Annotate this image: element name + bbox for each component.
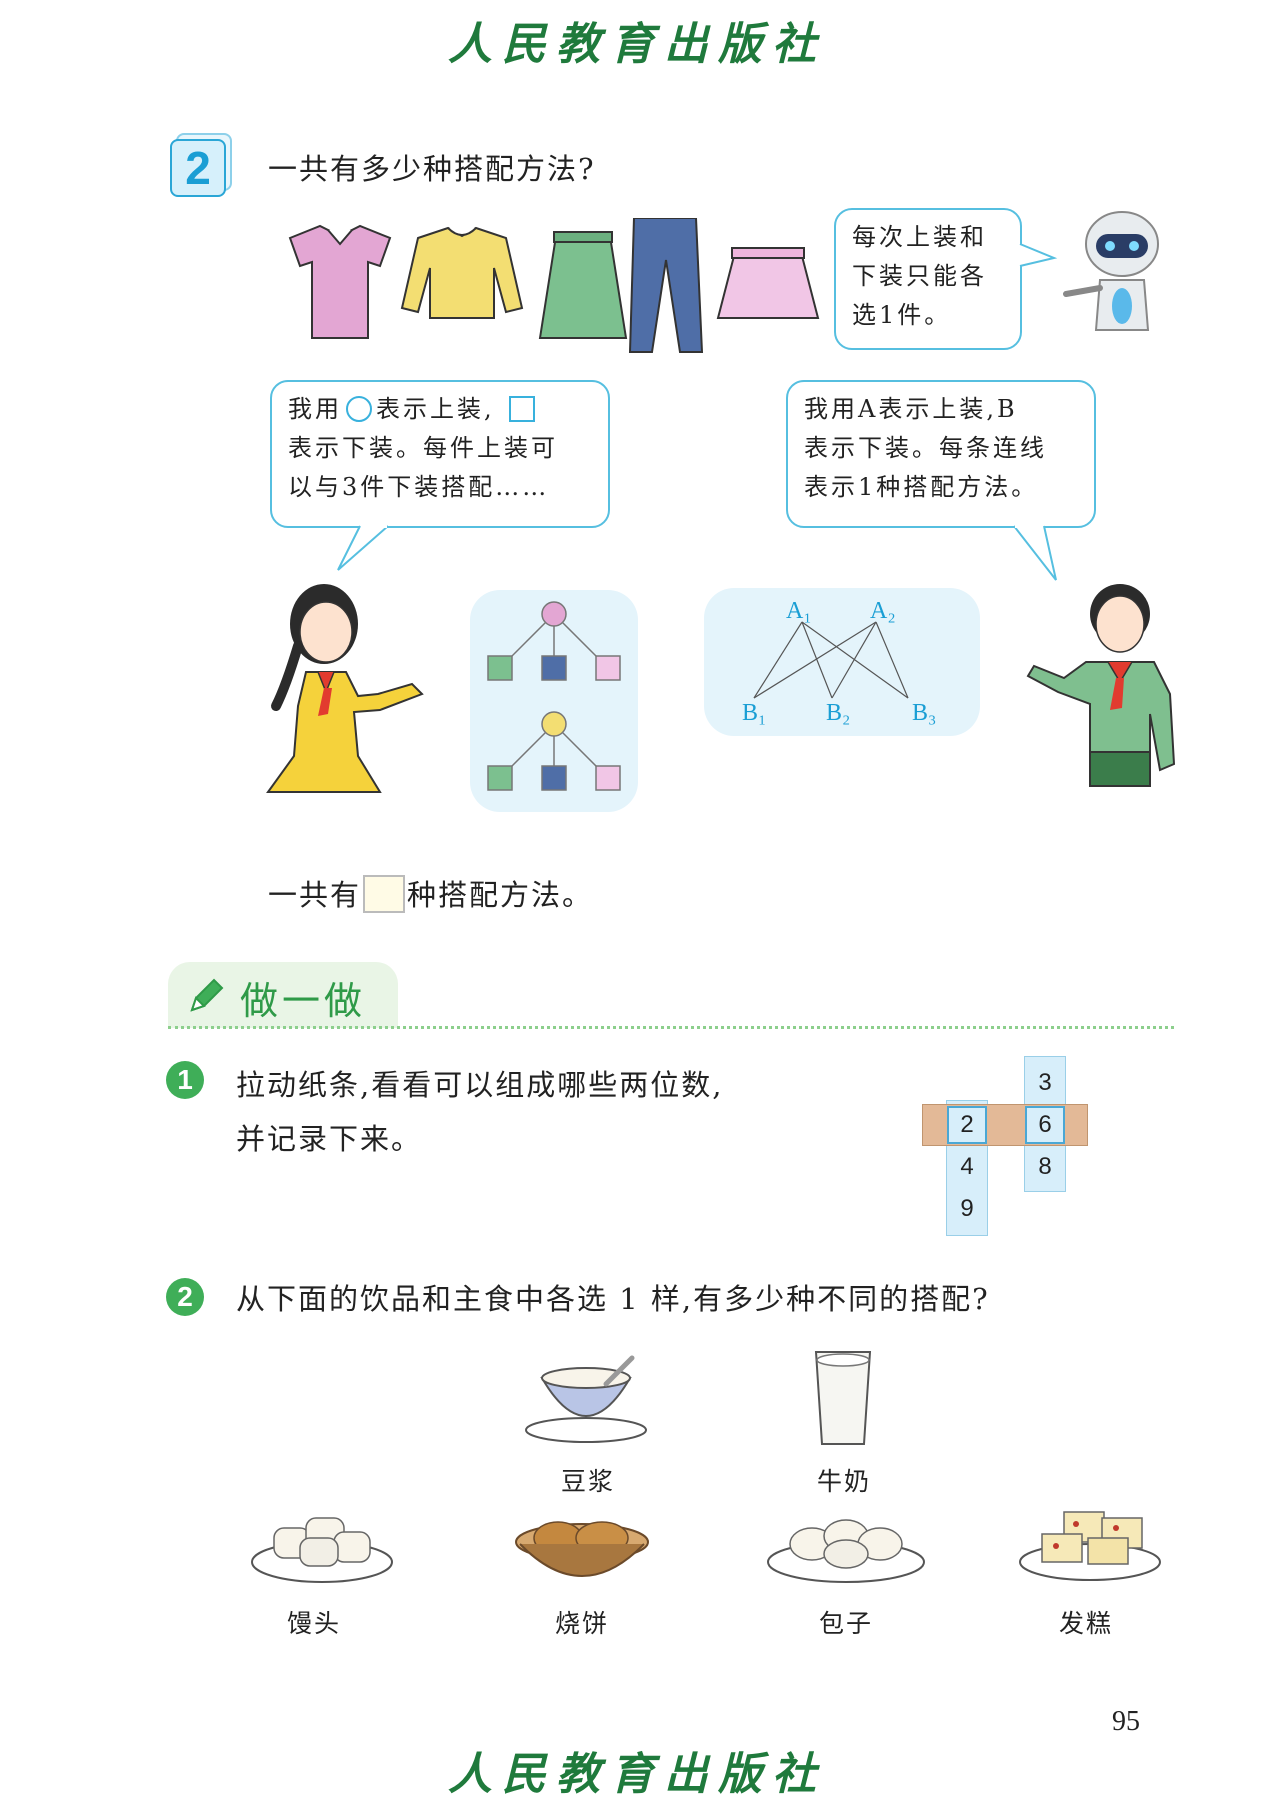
example-number: 2 [170,139,226,197]
label-a2: A₂ [870,598,896,624]
girl-speech-bubble: 我用 表示上装, 表示下装。每件上装可 以与3件下装搭配…… [270,380,610,528]
right-window [1025,1106,1065,1144]
example-number-badge: 2 [170,133,232,197]
example-question: 一共有多少种搭配方法? [268,152,596,186]
pink-miniskirt-icon [716,247,820,319]
right-strip-digit: 3 [1038,1069,1052,1096]
exercise-1-badge: 1 [166,1061,204,1099]
right-strip-digit: 6 [1038,1111,1052,1138]
milk-glass-icon [814,1351,872,1445]
boy-bubble-line: 表示下装。每条连线 [804,434,1047,462]
mantou-plate-icon [251,1517,393,1583]
blue-trousers-icon [628,218,704,353]
exercise-2-badge: 2 [166,1278,204,1316]
pink-skirt-node [595,765,621,791]
left-strip-digit: 4 [960,1153,974,1180]
robot-bubble-tail [1019,243,1058,267]
drink-label: 牛奶 [816,1467,871,1496]
drink-label: 豆浆 [560,1467,615,1496]
robot-bubble-line: 下装只能各 [852,262,987,290]
right-strip-digit: 8 [1038,1153,1052,1180]
girl-bubble-text: 表示上装, [376,395,495,423]
fagao-plate-icon [1019,1511,1161,1581]
label-b1: B₁ [742,700,767,726]
exercise-1-line: 拉动纸条,看看可以组成哪些两位数, [236,1068,724,1102]
girl-bubble-text: 以与3件下装搭配…… [288,473,550,501]
boy-bubble-line: 我用A表示上装,B [804,395,1018,423]
left-window [947,1106,987,1144]
answer-prefix: 一共有 [268,878,362,912]
publisher-logo-bottom: 人民教育出版社 [448,1749,826,1800]
square-symbol-icon [509,396,536,422]
robot-icon [1063,211,1159,331]
girl-bubble-text: 表示下装。每件上装可 [288,434,558,462]
left-strip-digit: 9 [960,1195,974,1222]
green-skirt-node [487,765,513,791]
left-strip-digit: 2 [960,1111,974,1138]
yellow-sweater-node [541,711,567,737]
food-label: 馒头 [286,1609,341,1638]
pink-shirt-node [541,601,567,627]
green-skirt-icon [538,231,628,339]
girl-bubble-text: 我用 [288,395,342,423]
pencil-icon [190,978,224,1012]
soy-milk-bowl-icon [525,1355,647,1443]
answer-box[interactable] [363,875,406,913]
shaobing-basket-icon [515,1521,649,1577]
green-skirt-node [487,655,513,681]
girl-bubble-tail [337,524,389,571]
boy-illustration [1026,584,1176,787]
exercise-1-text: 拉动纸条,看看可以组成哪些两位数, 并记录下来。 [236,1058,723,1166]
blue-trousers-node [541,655,567,681]
letter-diagram-panel [704,588,980,736]
shape-tree-diagram [487,601,621,791]
boy-bubble-tail [1013,524,1057,581]
exercise-2-text: 从下面的饮品和主食中各选 1 样,有多少种不同的搭配? [236,1282,990,1316]
publisher-logo-top: 人民教育出版社 [448,19,826,70]
section-title: 做一做 [240,979,367,1023]
yellow-sweater-icon [400,226,524,319]
blue-trousers-node [541,765,567,791]
exercise-1-line: 并记录下来。 [236,1122,423,1156]
answer-suffix: 种搭配方法。 [407,878,594,912]
clothes-illustration [288,218,820,353]
food-label: 包子 [818,1609,873,1638]
robot-speech-bubble: 每次上装和 下装只能各 选1件。 [834,208,1022,350]
label-b2: B₂ [826,700,851,726]
boy-speech-bubble: 我用A表示上装,B 表示下装。每条连线 表示1种搭配方法。 [786,380,1096,528]
food-label: 发糕 [1058,1609,1113,1638]
letter-connection-lines [753,621,909,699]
robot-bubble-line: 选1件。 [852,301,952,329]
label-a1: A₁ [786,598,812,624]
section-divider [168,1026,1174,1029]
page-number: 95 [1112,1706,1140,1737]
label-b3: B₃ [912,700,937,726]
answer-line: 一共有 种搭配方法。 [268,872,593,914]
robot-bubble-line: 每次上装和 [852,223,987,251]
circle-symbol-icon [346,396,372,422]
girl-illustration [266,584,424,793]
pink-skirt-node [595,655,621,681]
baozi-plate-icon [767,1519,925,1583]
boy-bubble-line: 表示1种搭配方法。 [804,473,1039,501]
pink-shirt-icon [288,224,392,339]
food-label: 烧饼 [554,1609,609,1638]
